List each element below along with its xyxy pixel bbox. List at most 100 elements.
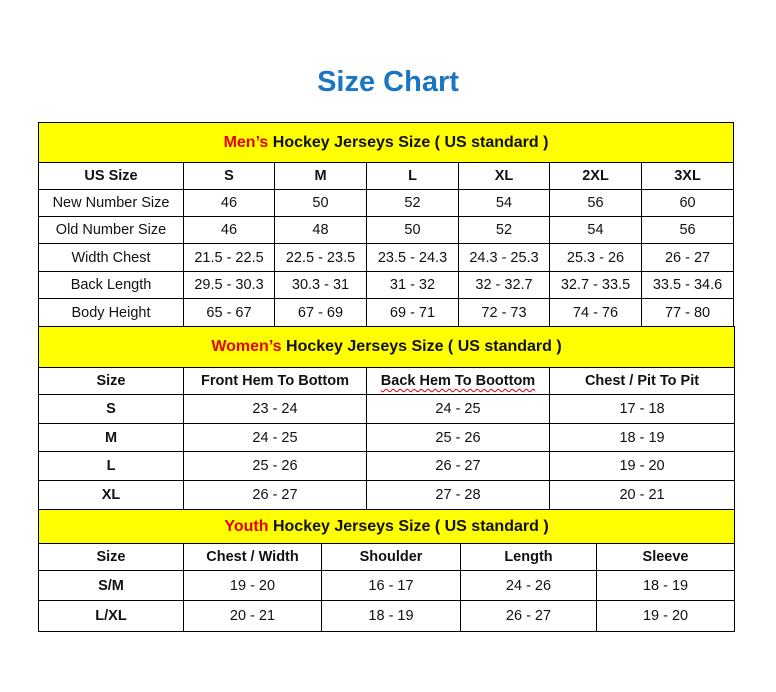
table-cell: 54: [549, 216, 642, 244]
column-header-text: 3XL: [674, 168, 701, 184]
column-header: Back Hem To Boottom: [366, 367, 550, 395]
column-header: Sleeve: [595, 543, 736, 571]
column-header-text: Chest / Width: [206, 549, 299, 565]
column-header-text: S: [224, 168, 234, 184]
table-cell: 23 - 24: [183, 394, 367, 424]
table-cell: 65 - 67: [183, 298, 275, 327]
column-header: Chest / Width: [183, 543, 322, 571]
banner-text: Hockey Jerseys Size ( US standard ): [281, 338, 562, 355]
table-row: Body Height 65 - 67 67 - 69 69 - 71 72 - 73 7…: [38, 298, 735, 327]
banner-highlight: Youth: [224, 517, 269, 535]
table-cell: 20 - 21: [183, 600, 322, 632]
table-cell: 74 - 76: [549, 298, 642, 327]
column-header: 3XL: [640, 162, 735, 190]
table-cell: 60: [640, 189, 735, 217]
column-header-text: Shoulder: [359, 549, 423, 565]
column-header-text: Size: [96, 549, 126, 565]
table-cell: 24 - 25: [366, 394, 550, 424]
table-cell: 18 - 19: [595, 570, 736, 601]
column-header: S: [183, 162, 275, 190]
womens-size-table: Women’s Hockey Jerseys Size ( US standar…: [37, 326, 736, 510]
table-cell: 26 - 27: [183, 480, 367, 510]
column-header-text: Front Hem To Bottom: [201, 373, 349, 389]
banner-highlight: Men’s: [223, 133, 269, 151]
column-header-text: Back Hem To Boottom: [380, 373, 536, 389]
table-row: Old Number Size 46 48 50 52 54 56: [38, 216, 735, 244]
column-header-text: US Size: [84, 168, 138, 184]
column-header: US Size: [38, 162, 184, 190]
table-cell: 19 - 20: [548, 451, 736, 481]
table-cell: 26 - 27: [460, 600, 597, 632]
header-row: Size Chest / Width Shoulder Length Sleeve: [38, 543, 736, 571]
womens-banner: Women’s Hockey Jerseys Size ( US standar…: [37, 326, 736, 368]
youth-banner: Youth Hockey Jerseys Size ( US standard …: [37, 509, 736, 544]
table-cell: 32 - 32.7: [458, 271, 550, 299]
column-header-text: L: [408, 168, 417, 184]
table-cell: 56: [549, 189, 642, 217]
table-cell: 16 - 17: [321, 570, 461, 601]
table-cell: 20 - 21: [548, 480, 736, 510]
row-label: Body Height: [38, 298, 184, 327]
column-header-text: Length: [504, 549, 553, 565]
table-cell: 17 - 18: [548, 394, 736, 424]
table-row: L/XL 20 - 21 18 - 19 26 - 27 19 - 20: [38, 600, 736, 632]
header-row: US Size S M L XL 2XL 3XL: [38, 162, 735, 190]
page-title: Size Chart: [317, 66, 459, 98]
table-cell: 46: [183, 216, 275, 244]
table-cell: 25 - 26: [366, 423, 550, 452]
row-label: Old Number Size: [38, 216, 184, 244]
table-cell: 26 - 27: [640, 243, 735, 272]
table-cell: 50: [274, 189, 367, 217]
table-cell: 18 - 19: [321, 600, 461, 632]
row-label: M: [38, 423, 184, 452]
table-cell: 24.3 - 25.3: [458, 243, 550, 272]
column-header: M: [274, 162, 367, 190]
table-cell: 31 - 32: [366, 271, 459, 299]
table-cell: 29.5 - 30.3: [183, 271, 275, 299]
banner-highlight: Women’s: [211, 338, 282, 355]
table-cell: 69 - 71: [366, 298, 459, 327]
table-cell: 72 - 73: [458, 298, 550, 327]
column-header: Shoulder: [321, 543, 461, 571]
column-header-text: 2XL: [582, 168, 609, 184]
table-cell: 77 - 80: [640, 298, 735, 327]
table-cell: 46: [183, 189, 275, 217]
row-label: Back Length: [38, 271, 184, 299]
row-label: S/M: [38, 570, 184, 601]
table-cell: 50: [366, 216, 459, 244]
column-header: Size: [38, 543, 184, 571]
banner-text: Hockey Jerseys Size ( US standard ): [268, 133, 549, 151]
table-row: L 25 - 26 26 - 27 19 - 20: [38, 451, 736, 481]
table-cell: 19 - 20: [595, 600, 736, 632]
table-row: S/M 19 - 20 16 - 17 24 - 26 18 - 19: [38, 570, 736, 601]
table-row: XL 26 - 27 27 - 28 20 - 21: [38, 480, 736, 510]
row-label: New Number Size: [38, 189, 184, 217]
mens-banner: Men’s Hockey Jerseys Size ( US standard …: [37, 122, 735, 163]
row-label: S: [38, 394, 184, 424]
column-header: XL: [458, 162, 550, 190]
table-cell: 25.3 - 26: [549, 243, 642, 272]
table-row: Width Chest 21.5 - 22.5 22.5 - 23.5 23.5 - …: [38, 243, 735, 272]
column-header: L: [366, 162, 459, 190]
table-row: M 24 - 25 25 - 26 18 - 19: [38, 423, 736, 452]
table-cell: 24 - 25: [183, 423, 367, 452]
table-cell: 22.5 - 23.5: [274, 243, 367, 272]
table-cell: 21.5 - 22.5: [183, 243, 275, 272]
column-header-text: Size: [96, 373, 126, 389]
table-cell: 30.3 - 31: [274, 271, 367, 299]
youth-size-table: Youth Hockey Jerseys Size ( US standard …: [37, 509, 736, 632]
table-cell: 67 - 69: [274, 298, 367, 327]
column-header-text: XL: [494, 168, 514, 184]
table-cell: 23.5 - 24.3: [366, 243, 459, 272]
table-row: Back Length 29.5 - 30.3 30.3 - 31 31 - 32 32…: [38, 271, 735, 299]
column-header: Size: [38, 367, 184, 395]
mens-size-table: Men’s Hockey Jerseys Size ( US standard …: [37, 122, 735, 327]
row-label: XL: [38, 480, 184, 510]
table-row: S 23 - 24 24 - 25 17 - 18: [38, 394, 736, 424]
table-cell: 24 - 26: [460, 570, 597, 601]
table-cell: 32.7 - 33.5: [549, 271, 642, 299]
table-row: New Number Size 46 50 52 54 56 60: [38, 189, 735, 217]
column-header-text: M: [314, 168, 327, 184]
row-label: Width Chest: [38, 243, 184, 272]
row-label: L: [38, 451, 184, 481]
